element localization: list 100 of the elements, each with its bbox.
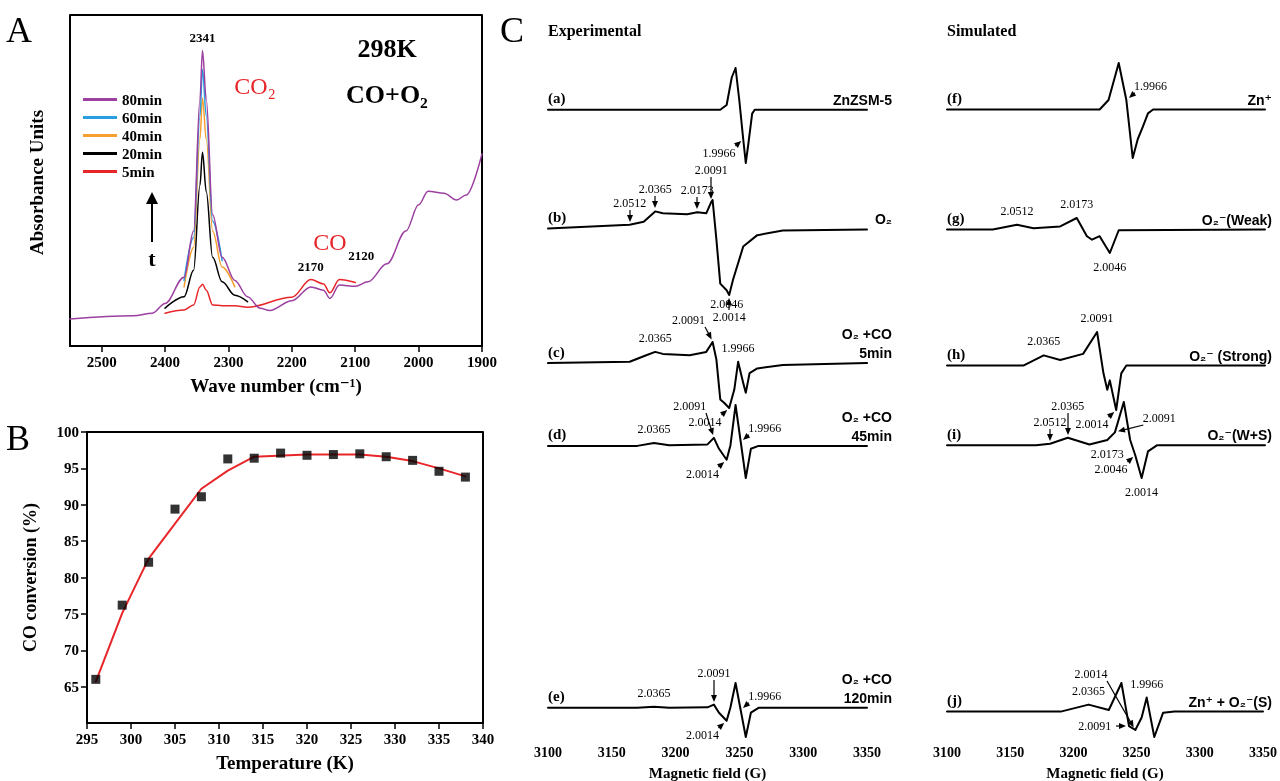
annotation: ZnZSM-5 (832, 91, 893, 108)
annotation: 2341 (189, 29, 216, 45)
annotation: 1.9966 (1134, 79, 1168, 94)
point (302, 450, 312, 460)
y-tick-label: 75 (64, 605, 79, 622)
annotation: 2.0173 (1090, 447, 1124, 461)
annotation: O₂ +CO (841, 326, 893, 343)
point (328, 450, 338, 460)
x-axis-title: Temperature (K) (216, 752, 354, 774)
annotation: 2.0512 (613, 195, 647, 210)
y-tick-label: 80 (64, 569, 79, 586)
annotation: 298K (357, 33, 418, 63)
point (196, 492, 206, 502)
point (117, 600, 127, 610)
point (408, 455, 418, 465)
annotation: Zn⁺ (1247, 91, 1272, 108)
annotation: CO (313, 229, 347, 255)
point (144, 557, 154, 567)
x-tick-label: 330 (383, 730, 407, 747)
chart-title: (g) (947, 210, 965, 228)
annotation: O₂⁻ (Strong) (1189, 347, 1272, 364)
annotation: Zn⁺ + O₂⁻(S) (1188, 693, 1272, 710)
chart-title: (e) (548, 688, 565, 706)
annotation: 2.0512 (1000, 203, 1034, 218)
x-tick-label: 2000 (403, 353, 434, 370)
text: (f) (947, 90, 962, 108)
x-tick-label: 300 (119, 730, 143, 747)
annotation: O₂ +CO (841, 408, 893, 425)
annotation: 1.9966 (748, 689, 782, 703)
annotation: 2.0365 (638, 330, 672, 345)
legend-label: 80min (122, 91, 163, 108)
annotation: 2120 (348, 248, 375, 263)
x-tick-label: 2500 (86, 353, 117, 370)
text: O₂ (874, 210, 892, 227)
annotation: 2.0014 (1075, 417, 1109, 431)
x-tick-label: 3250 (1122, 744, 1151, 760)
text: (b) (548, 209, 567, 226)
point (460, 472, 470, 482)
annotation: 2.0091 (673, 398, 707, 413)
x-tick-label: 3350 (1249, 744, 1277, 760)
y-tick-label: 70 (64, 642, 79, 659)
annotation: 2.0014 (712, 310, 746, 324)
annotation: 2.0365 (1072, 683, 1106, 698)
x-tick-label: 2300 (213, 353, 244, 370)
chart-subtitle: Experimental (548, 21, 642, 40)
point (91, 674, 101, 684)
annotation: O₂⁻(Weak) (1201, 211, 1272, 228)
x-tick-label: 3200 (1059, 744, 1088, 760)
x-tick-label: 2200 (276, 353, 307, 370)
y-tick-label: 65 (64, 678, 79, 695)
x-tick-label: 340 (471, 730, 495, 747)
annotation: t (148, 245, 157, 271)
text: (a) (548, 90, 566, 108)
annotation: CO+O₂ (346, 79, 429, 109)
annotation: O₂⁻(W+S) (1207, 427, 1272, 444)
x-tick-label: 335 (427, 730, 451, 747)
text: (i) (947, 425, 962, 443)
annotation: 1.9966 (1130, 676, 1164, 691)
annotation: 45min (851, 427, 892, 444)
annotation: 2.0014 (1074, 666, 1108, 681)
x-tick-label: 305 (163, 730, 187, 747)
annotation: 2.0091 (671, 313, 705, 327)
annotation: 2.0512 (1033, 414, 1067, 429)
annotation: 2.0091 (694, 162, 728, 177)
annotation: 2.0365 (1051, 398, 1085, 413)
annotation: CO₂ (234, 73, 276, 99)
y-tick-label: 85 (64, 533, 79, 550)
legend-label: 20min (122, 145, 163, 162)
x-tick-label: 3350 (853, 744, 881, 760)
x-tick-label: 3150 (996, 744, 1025, 760)
x-tick-label: 295 (75, 730, 99, 747)
x-tick-label: 3300 (789, 744, 818, 760)
y-axis-title: CO conversion (%) (20, 503, 41, 652)
annotation: 2.0014 (1125, 485, 1159, 499)
point (355, 449, 365, 459)
annotation: 2.0365 (1027, 334, 1061, 349)
annotation: 2.0173 (1060, 197, 1094, 211)
y-tick-label: 95 (64, 460, 79, 477)
point (276, 448, 286, 458)
chart-title: (c) (548, 343, 565, 361)
annotation: 2.0046 (1094, 462, 1128, 477)
annotation: 1.9966 (702, 146, 736, 161)
annotation: 5min (859, 345, 892, 362)
chart-subtitle: Simulated (947, 21, 1017, 39)
annotation: 2.0014 (685, 727, 719, 742)
x-tick-label: 320 (295, 730, 319, 747)
legend-label: 40min (122, 127, 163, 144)
x-tick-label: 1900 (467, 353, 497, 370)
x-tick-label: 3300 (1185, 744, 1214, 760)
annotation: 2170 (297, 259, 324, 274)
x-axis-title: Magnetic field (G) (1046, 764, 1164, 781)
point (434, 466, 444, 476)
annotation: 1.9966 (721, 340, 755, 355)
legend-label: 5min (122, 163, 156, 180)
x-tick-label: 2400 (150, 353, 181, 370)
annotation: 120min (843, 689, 892, 706)
x-tick-label: 315 (251, 730, 275, 747)
y-tick-label: 90 (64, 496, 79, 513)
text: (h) (947, 346, 966, 364)
x-tick-label: 3150 (597, 744, 626, 760)
